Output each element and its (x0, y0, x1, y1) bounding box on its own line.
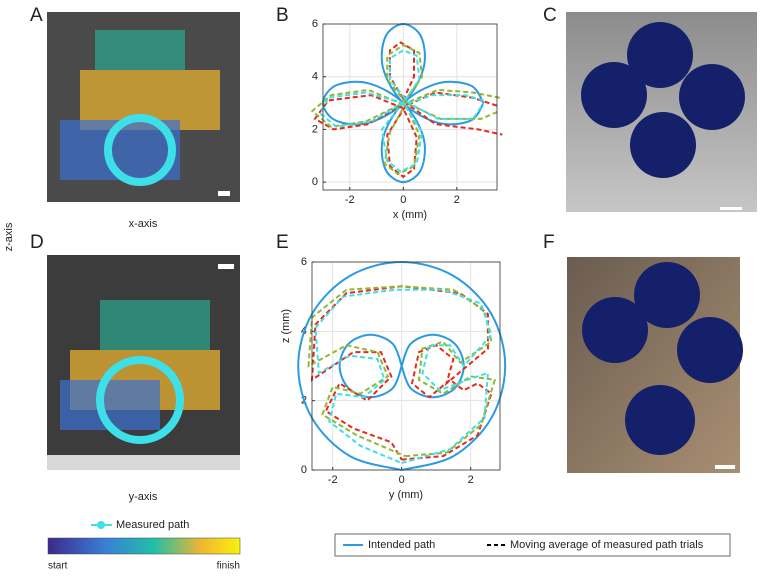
data-line (310, 43, 501, 176)
data-line (310, 285, 493, 461)
colorbar-start: start (48, 561, 68, 572)
y-tick-label: 0 (301, 464, 307, 476)
x-tick-label: 2 (454, 194, 460, 206)
image-label: y-axis (129, 491, 158, 503)
panel-label: F (543, 232, 555, 253)
x-axis-label: y (mm) (389, 489, 423, 501)
image-label: x-axis (129, 218, 158, 230)
image-c (566, 12, 757, 212)
colorbar-finish: finish (217, 561, 240, 572)
x-tick-label: 0 (399, 474, 405, 486)
legend-text: Intended path (368, 539, 435, 551)
x-tick-label: 0 (400, 194, 406, 206)
panel-label: B (276, 5, 289, 26)
x-tick-label: 2 (468, 474, 474, 486)
y-tick-label: 4 (312, 71, 318, 83)
plot-frame (322, 23, 498, 191)
y-tick-label: 2 (312, 123, 318, 135)
x-axis-label: x (mm) (393, 209, 427, 221)
colorbar-legend-text: Measured path (116, 519, 189, 531)
image-label: z-axis (3, 222, 15, 251)
legend-box (334, 533, 731, 557)
legend-text: Moving average of measured path trials (510, 539, 704, 551)
y-axis-label: z (mm) (280, 309, 292, 343)
panel-label: E (276, 232, 289, 253)
data-line (307, 285, 497, 458)
colorbar (47, 537, 241, 555)
plot-frame (311, 261, 501, 471)
panel-label: A (30, 5, 43, 26)
x-tick-label: -2 (345, 194, 355, 206)
colorbar-legend-dot (97, 521, 105, 529)
y-tick-label: 6 (301, 256, 307, 268)
image-d (47, 255, 240, 470)
y-tick-label: 6 (312, 18, 318, 30)
x-tick-label: -2 (328, 474, 338, 486)
panel-label: C (543, 5, 557, 26)
y-tick-label: 0 (312, 176, 318, 188)
data-line (314, 288, 493, 465)
image-a (47, 12, 240, 202)
panel-label: D (30, 232, 44, 253)
image-f (567, 257, 743, 473)
data-line (319, 49, 485, 173)
